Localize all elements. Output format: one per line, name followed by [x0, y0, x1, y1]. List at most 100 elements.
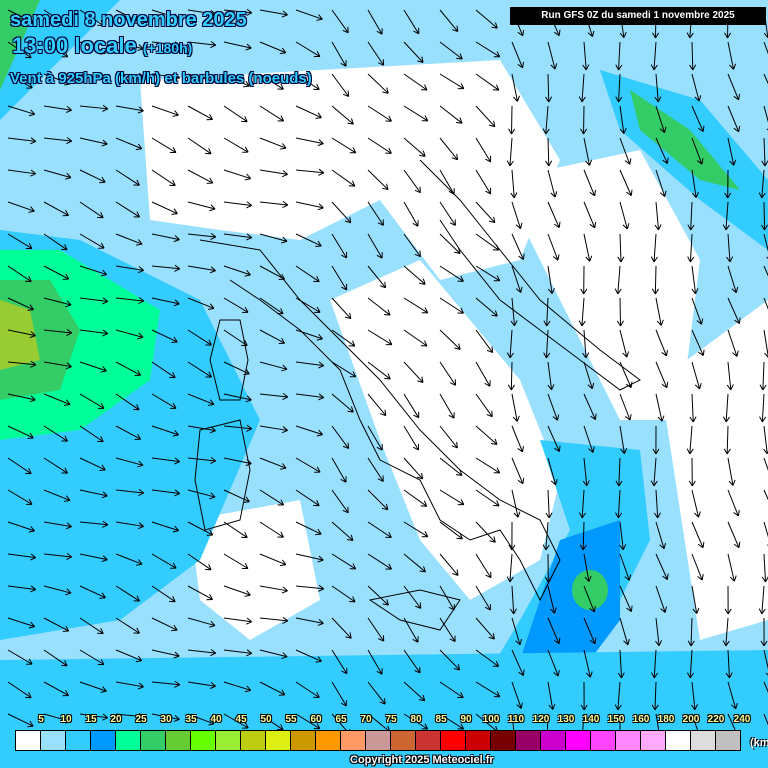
- wind-arrow: [475, 681, 501, 698]
- wind-arrow: [331, 393, 354, 413]
- wind-arrow: [43, 233, 68, 251]
- legend-swatch: [266, 731, 291, 750]
- wind-arrow: [115, 265, 144, 274]
- wind-arrow: [619, 521, 627, 551]
- wind-arrow: [187, 489, 216, 500]
- wind-arrow: [725, 649, 733, 679]
- wind-arrow: [724, 169, 732, 199]
- wind-arrow: [187, 617, 216, 628]
- wind-arrow: [115, 681, 144, 690]
- wind-arrow: [259, 616, 289, 624]
- wind-arrow: [331, 617, 352, 639]
- wind-arrow: [439, 393, 455, 419]
- wind-arrow: [403, 617, 419, 643]
- wind-arrow: [691, 105, 705, 133]
- wind-arrow: [689, 41, 697, 71]
- wind-arrow: [578, 489, 586, 519]
- wind-arrow: [115, 488, 145, 496]
- wind-arrow: [506, 137, 514, 167]
- wind-arrow: [617, 649, 625, 679]
- wind-arrow: [79, 393, 105, 409]
- wind-arrow: [187, 585, 213, 601]
- wind-arrow: [259, 9, 288, 18]
- wind-arrow: [763, 489, 768, 501]
- wind-arrow: [331, 73, 350, 97]
- wind-arrow: [511, 425, 524, 453]
- wind-arrow: [7, 360, 37, 368]
- legend-label: 130: [557, 714, 575, 725]
- wind-arrow: [510, 297, 518, 327]
- wind-arrow: [223, 585, 251, 597]
- wind-arrow: [691, 361, 702, 390]
- wind-arrow: [295, 73, 320, 91]
- wind-arrow: [687, 201, 695, 231]
- legend-swatch: [591, 731, 616, 750]
- wind-arrow: [151, 201, 178, 215]
- wind-arrow: [151, 585, 176, 603]
- wind-arrow: [331, 521, 354, 542]
- wind-arrow: [295, 329, 323, 341]
- wind-arrow: [763, 649, 768, 676]
- wind-arrow: [187, 425, 216, 434]
- wind-arrow: [655, 361, 669, 389]
- wind-arrow: [439, 137, 459, 161]
- wind-arrow: [43, 585, 72, 596]
- legend-swatch: [366, 731, 391, 750]
- legend-swatch: [116, 731, 141, 750]
- wind-arrow: [726, 233, 734, 263]
- wind-arrow: [403, 233, 421, 258]
- wind-arrow: [403, 361, 424, 384]
- wind-arrow: [7, 521, 35, 533]
- wind-arrow: [151, 617, 178, 632]
- wind-arrow: [295, 297, 321, 313]
- wind-arrow: [511, 201, 523, 230]
- legend-unit: (km/h): [750, 737, 768, 749]
- wind-arrow: [295, 41, 321, 58]
- wind-arrow: [475, 137, 492, 163]
- sicily-outline: [368, 589, 461, 631]
- wind-arrow: [619, 361, 633, 389]
- wind-arrow: [691, 73, 702, 102]
- wind-arrow: [759, 393, 767, 423]
- wind-arrow: [43, 713, 72, 724]
- wind-arrow: [614, 681, 622, 711]
- wind-arrow: [7, 265, 32, 283]
- color-scale-legend: [15, 730, 741, 751]
- wind-arrow: [43, 73, 71, 86]
- wind-arrow: [403, 329, 428, 347]
- wind-arrow: [511, 681, 523, 709]
- legend-label: 220: [707, 714, 725, 725]
- wind-arrow: [7, 617, 36, 629]
- wind-arrow: [7, 393, 36, 403]
- wind-arrow: [654, 201, 662, 231]
- legend-swatch: [516, 731, 541, 750]
- wind-arrow: [547, 585, 557, 614]
- wind-arrow: [403, 297, 429, 314]
- wind-arrow: [151, 233, 180, 243]
- wind-arrow: [7, 169, 37, 177]
- wind-arrow: [259, 329, 286, 345]
- wind-arrow: [652, 425, 660, 455]
- wind-arrow: [763, 41, 768, 55]
- corsica-outline: [209, 319, 249, 401]
- wind-arrow: [259, 361, 288, 372]
- wind-arrow: [331, 329, 356, 347]
- wind-arrow: [151, 553, 177, 569]
- wind-arrow: [79, 104, 109, 112]
- wind-arrow: [655, 393, 665, 422]
- wind-arrow: [43, 361, 72, 370]
- wind-arrow: [403, 393, 420, 419]
- wind-arrow: [439, 9, 459, 33]
- wind-arrow: [547, 681, 556, 710]
- wind-arrow: [43, 552, 73, 560]
- wind-arrow: [691, 553, 704, 581]
- wind-arrow: [223, 105, 248, 123]
- wind-arrow: [259, 649, 288, 660]
- wind-arrow: [151, 105, 179, 117]
- wind-arrow: [331, 105, 354, 125]
- wind-arrow: [439, 649, 461, 671]
- wind-arrow: [510, 169, 518, 199]
- wind-arrow: [727, 681, 738, 710]
- wind-arrow: [583, 233, 593, 262]
- wind-arrow: [79, 201, 104, 219]
